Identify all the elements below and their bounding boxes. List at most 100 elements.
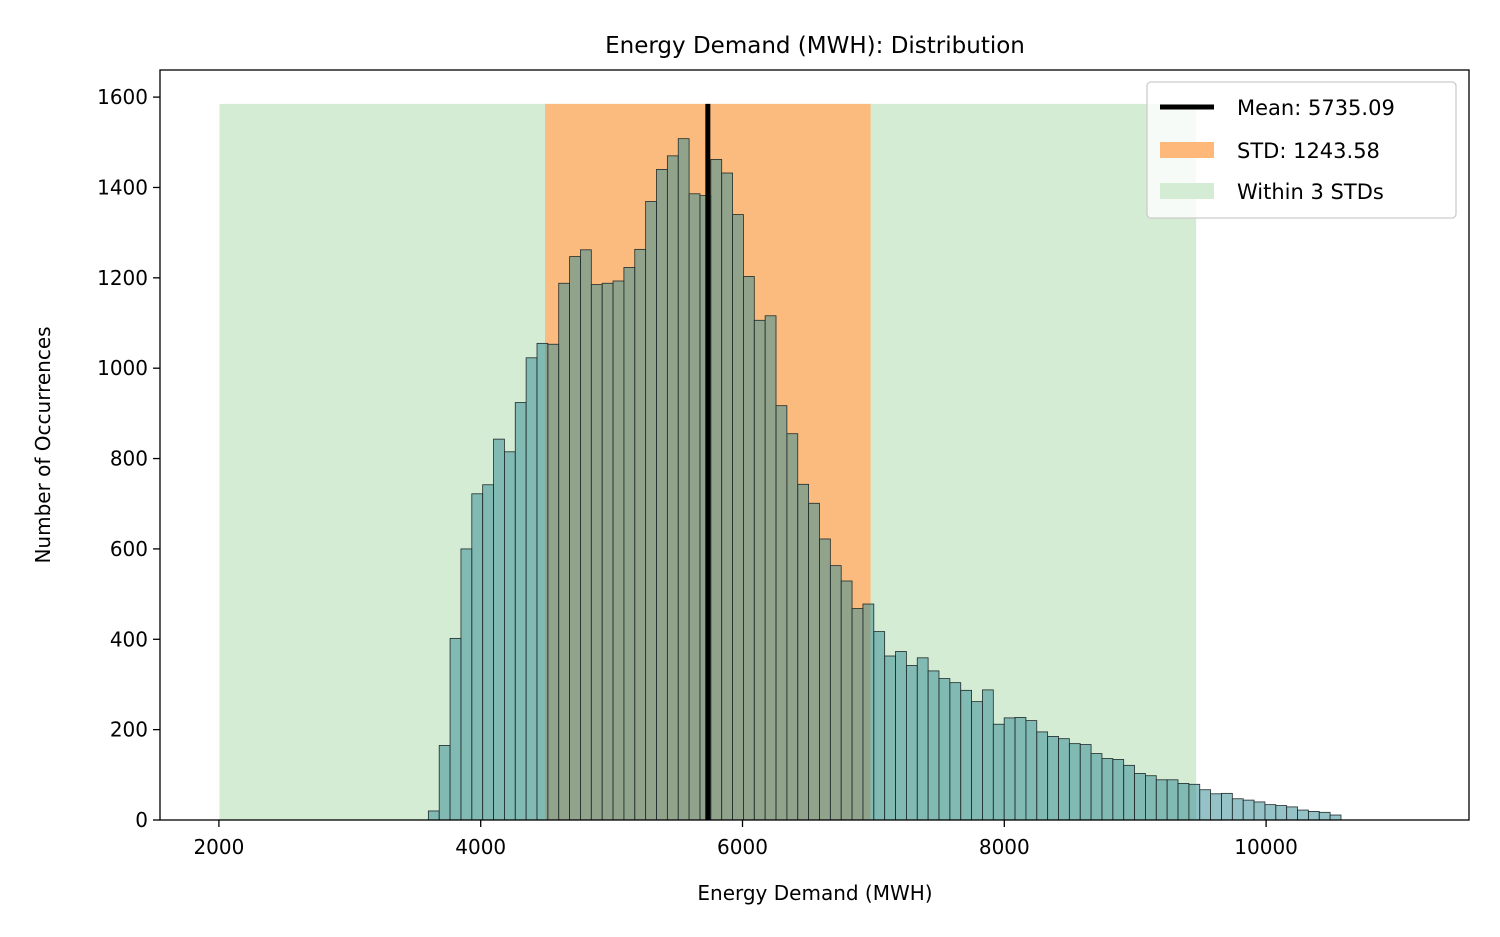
histogram-bar [1014, 717, 1027, 821]
histogram-bar [938, 678, 951, 821]
histogram-bar [819, 538, 831, 821]
legend-within-label: Within 3 STDs [1237, 180, 1384, 204]
histogram-bar [677, 138, 690, 821]
histogram-bar [1286, 806, 1298, 821]
histogram-bar [1166, 779, 1179, 821]
histogram-bar [905, 665, 918, 821]
histogram-bar [927, 670, 940, 821]
histogram-bar [1329, 814, 1342, 821]
histogram-bar [1134, 773, 1146, 821]
histogram-bar [601, 282, 614, 821]
histogram-bar [797, 483, 810, 821]
histogram-bar [862, 603, 875, 821]
histogram-bar [1079, 744, 1092, 821]
histogram-bar [460, 548, 473, 821]
histogram-bar [971, 701, 983, 821]
histogram-bar [438, 745, 451, 821]
histogram-bar [1221, 792, 1233, 821]
histogram-bar [829, 565, 842, 821]
histogram-bar [590, 284, 603, 821]
x-axis-ticks: 2000 4000 6000 8000 10000 [193, 820, 1298, 859]
histogram-bar [558, 282, 570, 821]
chart-title: Energy Demand (MWH): Distribution [605, 33, 1025, 59]
legend: Mean: 5735.09 STD: 1243.58 Within 3 STDs [1146, 81, 1457, 219]
histogram-bar [840, 580, 853, 821]
histogram-bar [916, 657, 929, 821]
x-axis-label: Energy Demand (MWH) [697, 881, 932, 905]
histogram-bar [1188, 783, 1201, 821]
histogram-bar [525, 357, 538, 821]
x-tick-label: 4000 [455, 835, 506, 859]
histogram-bar [1318, 811, 1331, 821]
histogram-bar [427, 810, 440, 821]
histogram-bar [1242, 799, 1255, 821]
y-tick-label: 1600 [97, 85, 148, 109]
histogram-bar [786, 433, 799, 821]
histogram-bar [1264, 804, 1277, 821]
histogram-bar [873, 631, 886, 821]
x-tick-label: 6000 [717, 835, 768, 859]
histogram-bar [710, 159, 723, 821]
histogram-bar [982, 689, 994, 821]
histogram-bar [1090, 753, 1103, 821]
y-tick-label: 1200 [97, 266, 148, 290]
legend-box [1146, 81, 1457, 219]
histogram-bar [960, 689, 972, 821]
histogram-bar [743, 276, 755, 821]
y-axis-ticks: 0 200 400 600 800 1000 1200 1400 1600 [97, 85, 160, 832]
histogram-bar [536, 342, 549, 821]
histogram-bar [732, 214, 744, 821]
histogram-bar [482, 484, 494, 821]
histogram-bar [1297, 809, 1309, 821]
y-tick-label: 1000 [97, 356, 148, 380]
histogram-bar [1210, 793, 1222, 821]
y-tick-label: 200 [110, 718, 148, 742]
histogram-bar [1025, 720, 1038, 821]
histogram-bar [547, 343, 560, 821]
x-tick-label: 8000 [979, 835, 1030, 859]
histogram-bar [992, 723, 1005, 821]
histogram-bar [1199, 789, 1212, 821]
y-tick-label: 0 [135, 808, 148, 832]
histogram-bar [1101, 758, 1114, 821]
legend-mean-label: Mean: 5735.09 [1237, 96, 1395, 120]
histogram-bar [1307, 811, 1320, 821]
histogram-bar [808, 502, 820, 821]
legend-std-swatch [1160, 142, 1214, 158]
histogram-bar [1123, 764, 1135, 821]
histogram-bar [851, 608, 864, 821]
histogram-bar [775, 405, 788, 821]
histogram-bar [449, 637, 462, 821]
histogram-bar [1231, 798, 1244, 821]
y-tick-label: 800 [110, 447, 148, 471]
histogram-bar [471, 493, 484, 821]
histogram-bar [949, 682, 962, 821]
legend-std-label: STD: 1243.58 [1237, 139, 1380, 163]
histogram-bar [1003, 717, 1016, 821]
histogram-bar [580, 249, 592, 821]
histogram-bar [666, 155, 679, 821]
histogram-bar [493, 438, 505, 821]
histogram-bar [612, 280, 625, 821]
histogram-bar [514, 402, 527, 821]
histogram-bar [753, 319, 766, 821]
histogram-bar [634, 248, 647, 821]
histogram-bar [1058, 738, 1070, 821]
histogram-bar [688, 193, 701, 821]
histogram-bar [623, 267, 636, 821]
histogram-bar [1177, 783, 1190, 821]
histogram-bar [1112, 759, 1125, 821]
histogram-bar [764, 315, 777, 821]
histogram-bars [427, 138, 1342, 821]
y-axis-label: Number of Occurrences [31, 326, 55, 563]
histogram-bar [1036, 731, 1049, 821]
histogram-bar [503, 451, 516, 821]
y-tick-label: 400 [110, 627, 148, 651]
histogram-bar [721, 172, 733, 821]
y-tick-label: 600 [110, 537, 148, 561]
histogram-bar [895, 651, 907, 821]
histogram-bar [1047, 736, 1059, 821]
plot-frame [159, 69, 1470, 821]
histogram-bar [656, 168, 668, 821]
